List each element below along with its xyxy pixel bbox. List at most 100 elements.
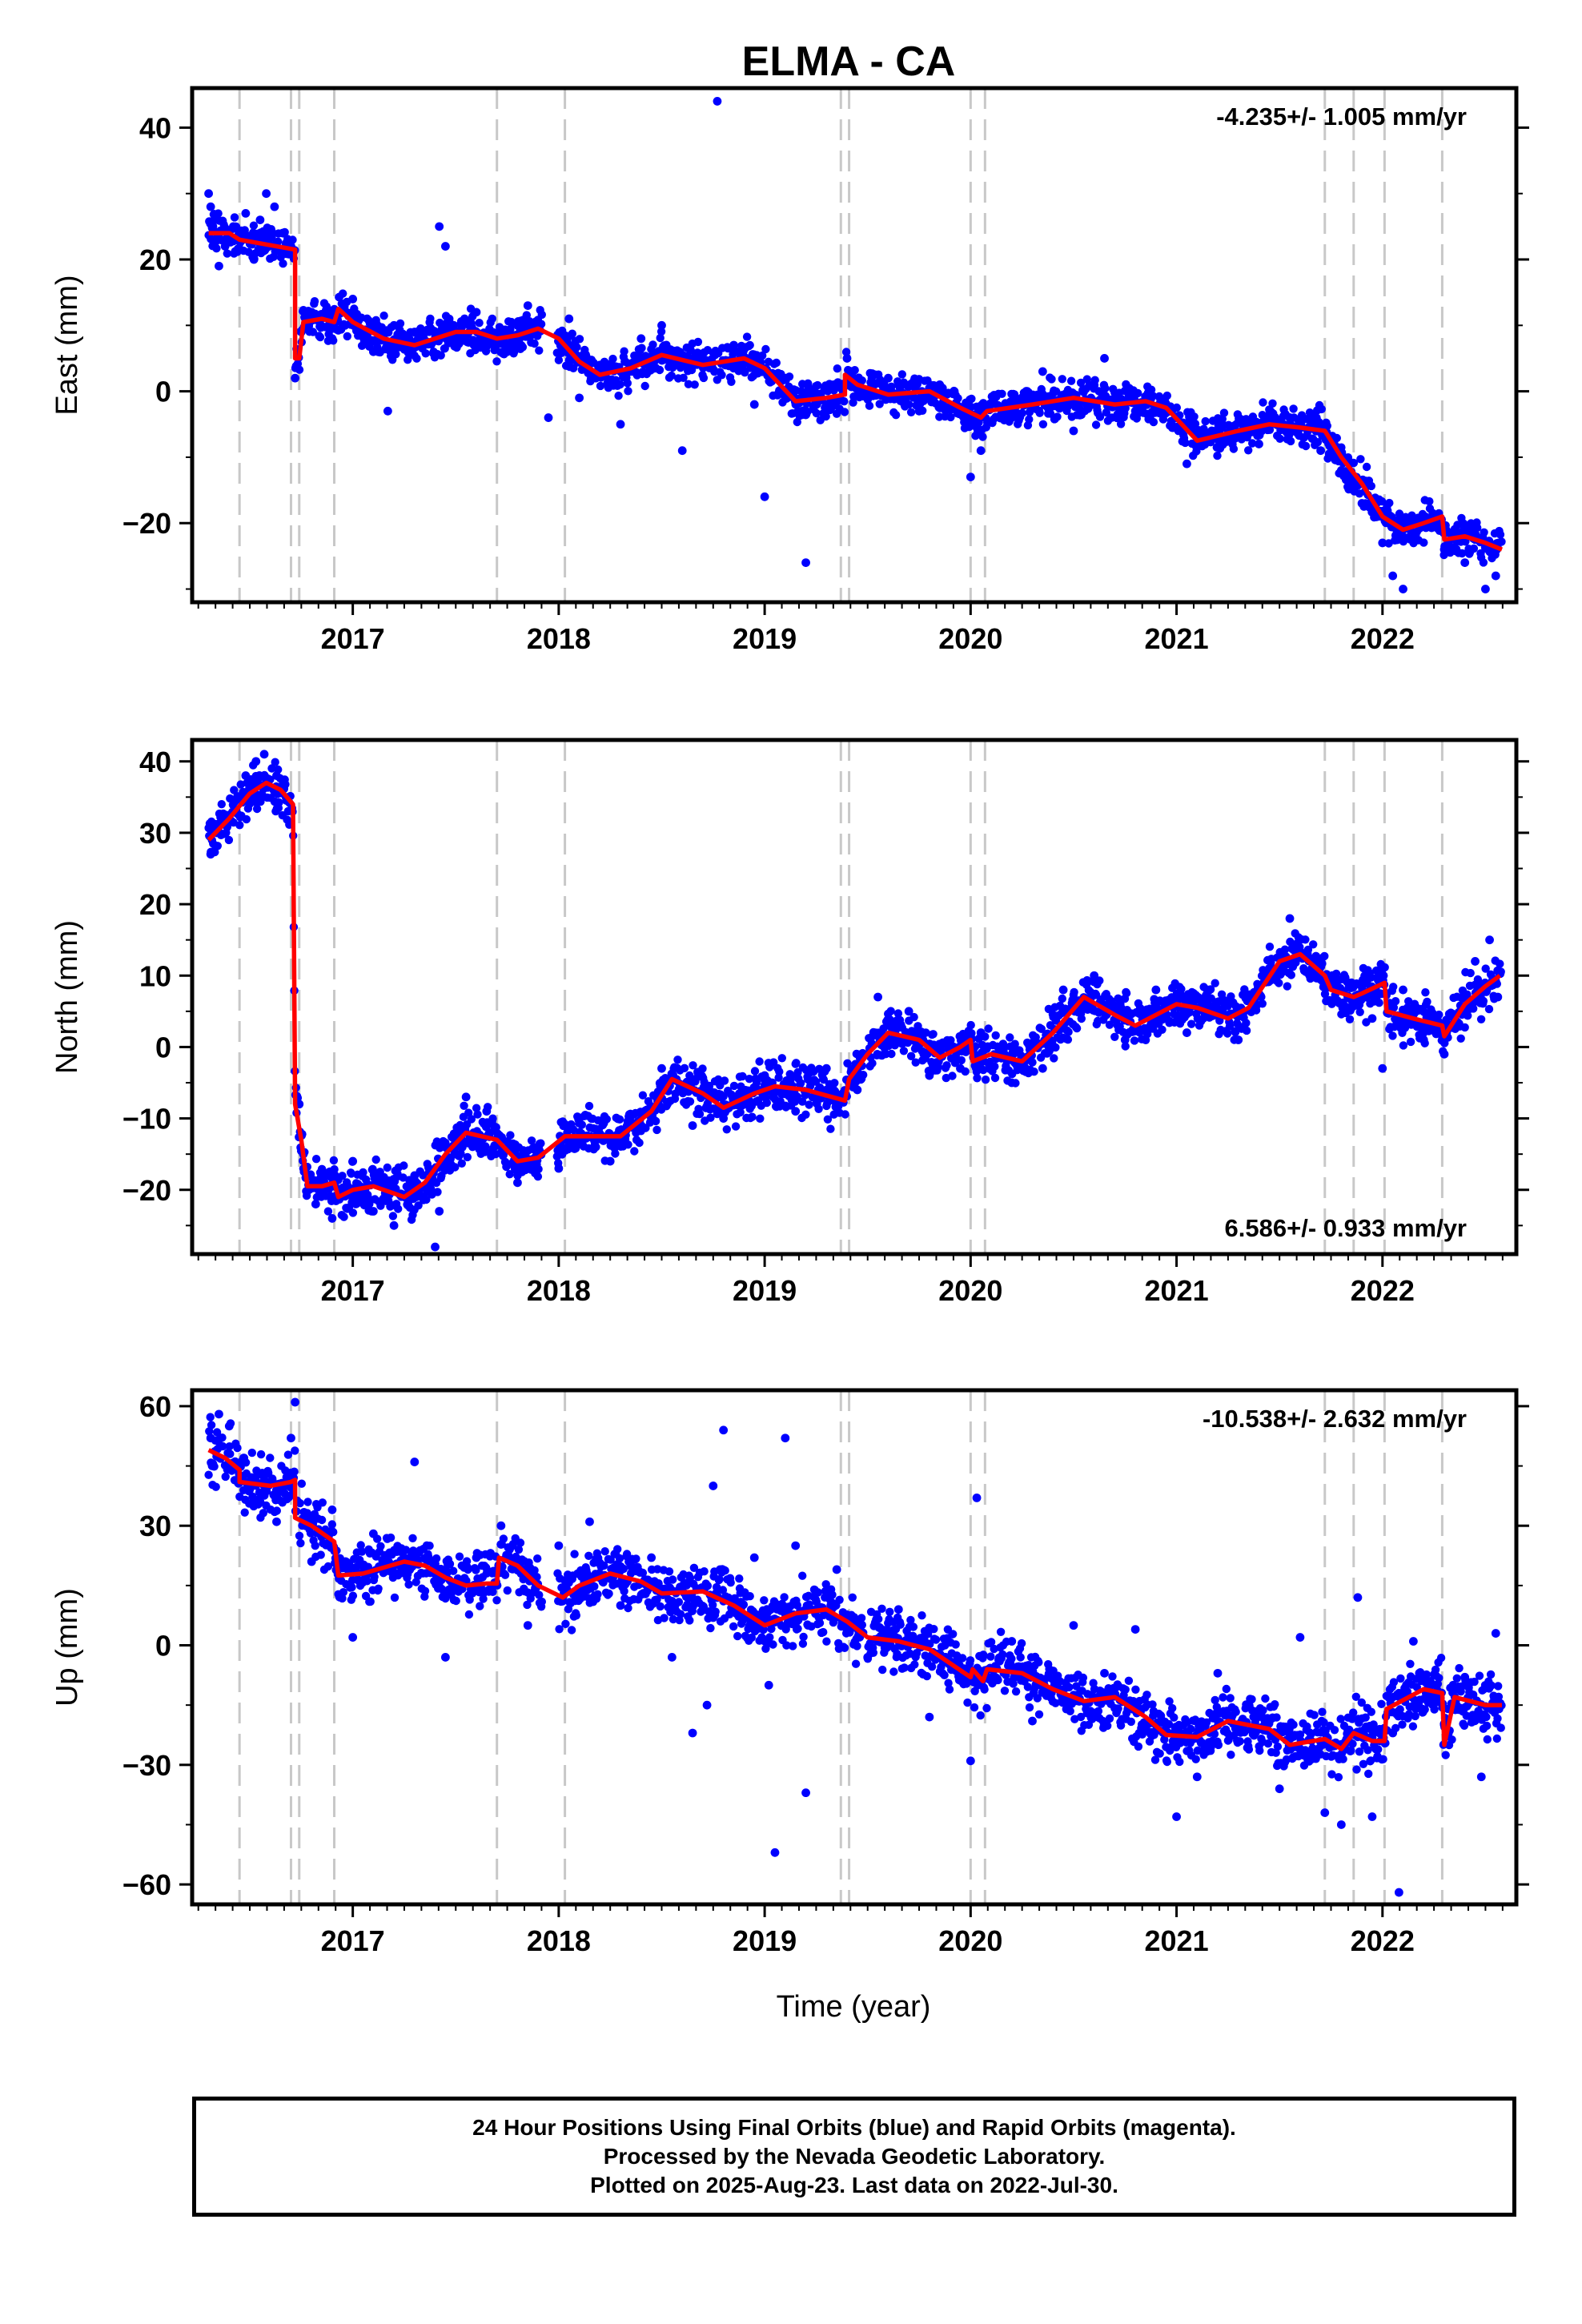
data-point — [290, 1467, 299, 1476]
data-point — [640, 381, 649, 391]
data-point — [410, 328, 420, 336]
data-point — [536, 1139, 545, 1148]
data-point — [210, 215, 219, 225]
data-point — [966, 472, 975, 482]
data-point — [1149, 392, 1158, 400]
data-point — [461, 1092, 471, 1102]
y-tick-label: 10 — [139, 959, 171, 992]
data-point — [389, 1220, 399, 1230]
data-point — [1460, 1023, 1469, 1032]
data-point — [615, 1115, 624, 1124]
data-point — [317, 1515, 327, 1525]
data-point — [772, 358, 781, 368]
data-point — [460, 1101, 468, 1111]
data-point — [608, 354, 617, 364]
data-point — [1091, 420, 1101, 429]
data-point — [1070, 987, 1078, 997]
data-point — [755, 1057, 764, 1066]
data-point — [713, 97, 722, 106]
data-point — [383, 1163, 391, 1172]
data-point — [956, 1063, 965, 1073]
data-point — [533, 1172, 543, 1181]
data-point — [575, 335, 584, 344]
data-point — [1242, 1026, 1251, 1035]
data-point — [673, 1055, 682, 1064]
data-point — [575, 1114, 584, 1123]
data-point — [821, 412, 830, 421]
data-point — [717, 371, 726, 380]
data-point — [635, 1138, 644, 1148]
data-point — [1285, 914, 1295, 923]
data-point — [690, 380, 699, 389]
data-point — [719, 1114, 729, 1123]
data-point — [652, 1125, 661, 1135]
data-point — [1203, 985, 1212, 995]
data-point — [695, 1109, 705, 1119]
data-point — [249, 255, 259, 264]
data-point — [1058, 375, 1067, 384]
data-point — [247, 1448, 256, 1458]
data-point — [826, 1124, 835, 1133]
data-point — [1345, 1015, 1355, 1024]
data-point — [1120, 1035, 1130, 1044]
data-point — [829, 386, 838, 395]
data-point — [679, 373, 688, 382]
data-point — [210, 1462, 219, 1471]
data-point — [1316, 446, 1326, 456]
data-point — [991, 1031, 1000, 1040]
data-point — [347, 1582, 356, 1592]
data-point — [990, 1073, 1000, 1083]
data-point — [745, 340, 754, 350]
data-point — [657, 320, 666, 330]
data-point — [592, 1143, 600, 1152]
data-point — [1491, 571, 1500, 581]
data-point — [636, 334, 646, 344]
data-point — [1155, 393, 1165, 403]
data-point — [567, 1626, 576, 1634]
data-point — [1177, 984, 1186, 994]
data-point — [812, 408, 821, 418]
data-point — [1425, 497, 1434, 506]
data-point — [1496, 959, 1504, 968]
data-point — [842, 354, 852, 363]
x-tick-label: 2017 — [321, 1274, 385, 1307]
data-point — [1158, 1025, 1166, 1035]
data-point — [742, 332, 752, 341]
data-point — [440, 242, 450, 251]
data-point — [271, 758, 279, 766]
data-point — [400, 1161, 408, 1170]
data-point — [1050, 1054, 1058, 1063]
data-point — [1162, 391, 1172, 400]
data-point — [291, 1446, 299, 1455]
data-point — [564, 314, 574, 324]
data-point — [685, 1097, 695, 1106]
data-point — [1275, 979, 1283, 987]
data-point — [1265, 943, 1275, 951]
data-point — [720, 1076, 729, 1085]
data-point — [383, 406, 392, 416]
data-point — [873, 992, 882, 1002]
data-point — [976, 1028, 986, 1037]
data-point — [722, 1125, 731, 1134]
data-point — [584, 1551, 593, 1561]
data-point — [899, 1047, 909, 1055]
data-point — [656, 333, 665, 343]
data-point — [1439, 1049, 1449, 1059]
data-point — [213, 842, 222, 850]
data-point — [698, 1064, 707, 1073]
data-point — [295, 1531, 304, 1541]
data-point — [813, 380, 822, 390]
data-point — [348, 1208, 358, 1217]
data-point — [348, 294, 358, 304]
data-point — [513, 1178, 522, 1188]
data-point — [310, 297, 319, 306]
data-point — [750, 1067, 760, 1076]
data-point — [749, 400, 759, 409]
data-point — [868, 1059, 877, 1068]
data-point — [229, 222, 238, 231]
data-point — [1134, 388, 1142, 398]
data-point — [452, 1596, 460, 1606]
data-point — [303, 1498, 312, 1506]
data-point — [503, 347, 512, 356]
